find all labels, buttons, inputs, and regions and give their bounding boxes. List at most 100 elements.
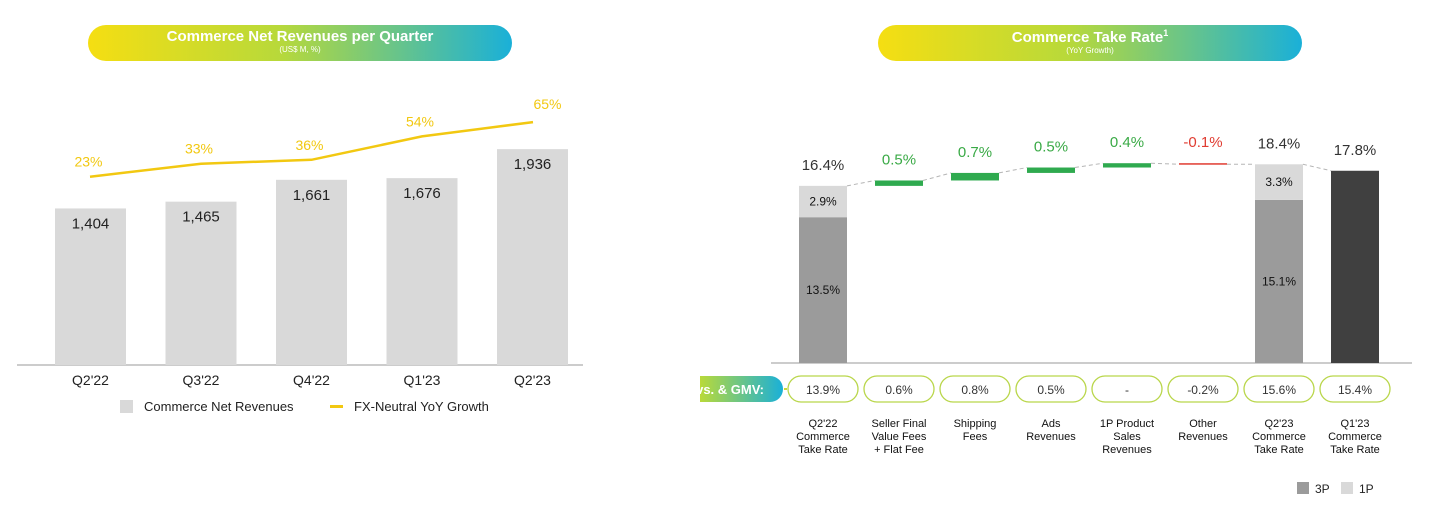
growth-value-label: 36% (295, 137, 323, 153)
category-label: Q2'22 (808, 418, 837, 430)
segment-3p-label: 15.1% (1262, 274, 1296, 288)
category-label: 1P Product (1100, 418, 1154, 430)
category-label: Q2'23 (1264, 418, 1293, 430)
delta-bar (1103, 163, 1151, 168)
category-label: Shipping (954, 418, 997, 430)
segment-1p (1255, 164, 1303, 200)
revenue-bar (276, 179, 347, 365)
left-chart-title: Commerce Net Revenues per Quarter (166, 28, 434, 45)
revenue-value-label: 1,676 (403, 185, 441, 202)
row-value: -0.2% (1187, 383, 1219, 397)
category-label: Revenues (1178, 431, 1228, 443)
delta-label: -0.1% (1183, 134, 1222, 151)
row-label: 3P Revs. & GMV: (700, 382, 764, 397)
delta-bar (875, 180, 923, 186)
left-chart-subtitle: (US$ M, %) (279, 45, 321, 54)
segment-1p-label: 3.3% (1265, 175, 1293, 189)
right-chart-title-footnote: 1 (1163, 28, 1169, 38)
right-title-pill: Commerce Take Rate1 (YoY Growth) (878, 25, 1302, 61)
row-value-pill (863, 375, 935, 403)
segment-3p (1255, 199, 1303, 363)
growth-value-label: 65% (533, 96, 561, 112)
row-value-pill (1015, 375, 1087, 403)
row-value: 0.8% (961, 383, 989, 397)
connector-line (1074, 162, 1104, 169)
category-label: Revenues (1026, 431, 1076, 443)
category-label: Seller Final (871, 418, 926, 430)
growth-value-label: 33% (185, 141, 213, 157)
category-label: Commerce (1328, 431, 1382, 443)
delta-bar (1027, 167, 1075, 173)
single-bar (1331, 170, 1379, 363)
row-value-pill (1243, 375, 1315, 403)
connector-line (998, 167, 1028, 174)
category-label: Take Rate (1254, 444, 1304, 456)
left-title-pill: Commerce Net Revenues per Quarter (US$ M… (88, 25, 512, 61)
category-label: Take Rate (1330, 444, 1380, 456)
legend-bar-swatch (120, 400, 133, 413)
revenue-bar (55, 208, 126, 365)
category-label: Other (1189, 418, 1217, 430)
delta-label: 0.5% (1034, 139, 1068, 156)
x-tick-label: Q1'23 (404, 372, 441, 388)
segment-3p-label: 13.5% (806, 283, 840, 297)
legend-1p-label: 1P (1359, 482, 1374, 496)
category-label: Take Rate (798, 444, 848, 456)
delta-label: 0.4% (1110, 134, 1144, 151)
row-value-pill (787, 375, 859, 403)
legend-1p-swatch (1341, 482, 1353, 494)
x-tick-label: Q4'22 (293, 372, 330, 388)
segment-3p (799, 217, 847, 363)
row-label-pill (700, 376, 783, 402)
revenue-value-label: 1,936 (514, 156, 552, 173)
connector-line (846, 179, 876, 187)
row-value: 15.6% (1262, 383, 1296, 397)
row-value-pill (1091, 375, 1163, 403)
delta-bar (951, 172, 999, 181)
total-label: 16.4% (802, 157, 845, 174)
segment-1p (799, 185, 847, 218)
revenue-value-label: 1,404 (72, 215, 110, 232)
row-value: 0.6% (885, 383, 913, 397)
delta-label: 0.7% (958, 144, 992, 161)
category-label: Sales (1113, 431, 1141, 443)
delta-bar (1179, 163, 1227, 165)
right-chart-subtitle: (YoY Growth) (1066, 46, 1114, 55)
legend-3p-swatch (1297, 482, 1309, 494)
connector-line (1302, 163, 1332, 172)
row-value-pill (939, 375, 1011, 403)
category-label: Commerce (796, 431, 850, 443)
row-value: - (1125, 383, 1129, 397)
category-label: Fees (963, 431, 988, 443)
growth-line (89, 120, 534, 178)
revenue-bar (497, 149, 568, 365)
category-label: Commerce (1252, 431, 1306, 443)
row-value-pill (1319, 375, 1391, 403)
revenue-value-label: 1,465 (182, 209, 220, 226)
connector-line (1150, 162, 1180, 165)
row-value-pill (1167, 375, 1239, 403)
category-label: Revenues (1102, 444, 1152, 456)
legend-line-swatch (330, 405, 343, 408)
x-tick-label: Q2'22 (72, 372, 109, 388)
revenue-bar (165, 201, 237, 365)
category-label: + Flat Fee (874, 444, 924, 456)
right-chart-title: Commerce Take Rate (1011, 29, 1164, 46)
category-label: Ads (1042, 418, 1061, 430)
connector-line (922, 172, 952, 181)
segment-1p-label: 2.9% (809, 195, 837, 209)
category-label: Q1'23 (1340, 418, 1369, 430)
delta-label: 0.5% (882, 151, 916, 168)
right-chart-title-wrap: Commerce Take Rate1 (878, 28, 1302, 46)
growth-value-label: 23% (74, 154, 102, 170)
row-value: 0.5% (1037, 383, 1065, 397)
legend-3p-label: 3P (1315, 482, 1330, 496)
growth-value-label: 54% (406, 113, 434, 129)
legend-bar-label: Commerce Net Revenues (144, 399, 294, 414)
row-value: 13.9% (806, 383, 840, 397)
x-tick-label: Q3'22 (183, 372, 220, 388)
total-label: 18.4% (1258, 135, 1301, 152)
row-value: 15.4% (1338, 383, 1372, 397)
category-label: Value Fees (872, 431, 927, 443)
revenue-chart: 1,404 Q2'22 23% 1,465 Q3'22 33% 1,661 Q4'22 36% 1… (17, 96, 583, 414)
